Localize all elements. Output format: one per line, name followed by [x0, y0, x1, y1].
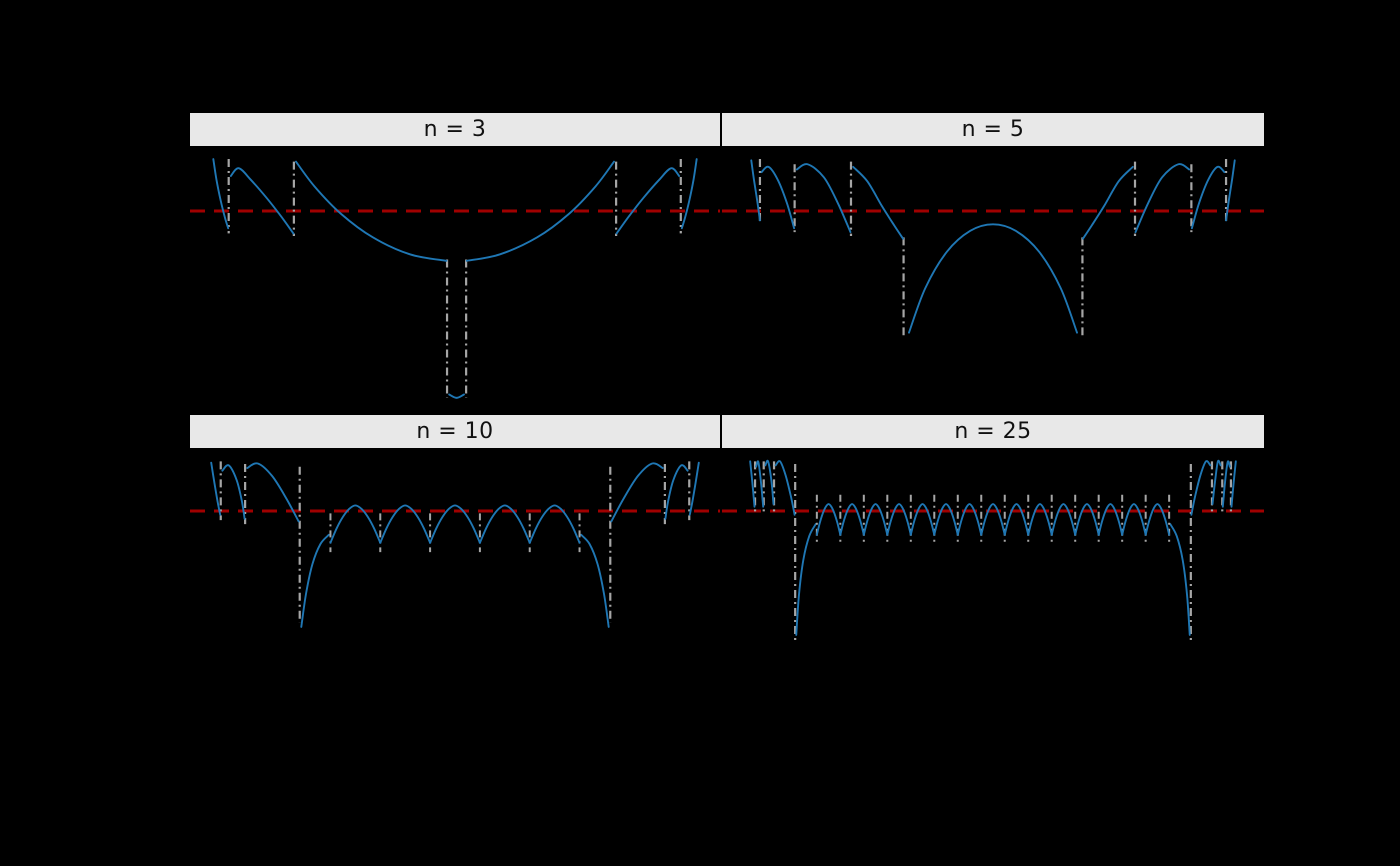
error-curve-segment	[755, 460, 765, 508]
error-curve-segment	[774, 460, 796, 516]
error-curve-segment	[528, 504, 581, 544]
error-curve-segment	[246, 462, 300, 523]
error-curve-segment	[212, 158, 230, 230]
error-curve-segment	[448, 393, 465, 399]
error-curve-segment	[229, 167, 295, 235]
error-curve-segment	[580, 533, 610, 628]
error-curve-segment	[933, 503, 959, 536]
facet-strip-n5: n = 5	[722, 113, 1264, 146]
facet-strip-label-n25: n = 25	[954, 419, 1032, 444]
facet-strip-label-n10: n = 10	[416, 419, 494, 444]
error-curve-segment	[795, 523, 817, 636]
error-curve-segment	[764, 459, 775, 506]
error-curve-segment	[1082, 165, 1134, 240]
error-curve-segment	[749, 460, 756, 508]
error-curve-segment	[839, 503, 865, 536]
error-curve-segment	[1003, 503, 1030, 536]
error-curve-segment	[1097, 503, 1124, 536]
error-curve-segment	[221, 464, 246, 520]
error-curve-segment	[295, 160, 448, 262]
error-curve-segment	[478, 504, 531, 544]
error-curve-segment	[329, 504, 382, 544]
facet-plot	[722, 459, 1264, 641]
error-curve-segment	[956, 503, 983, 536]
facet-plot	[722, 159, 1264, 336]
error-curve-segment	[300, 533, 330, 628]
error-curve-segment	[1027, 503, 1053, 536]
error-curve-segment	[862, 503, 889, 536]
error-curve-segment	[1211, 459, 1222, 506]
error-curve-segment	[664, 464, 689, 520]
facet-strip-n25: n = 25	[722, 415, 1264, 448]
error-curve-segment	[980, 503, 1006, 536]
facet-panel-n5	[722, 146, 1264, 407]
error-curve-segment	[1134, 163, 1191, 234]
error-curve-segment	[815, 503, 842, 536]
error-curve-segment	[1225, 159, 1236, 222]
error-curve-segment	[610, 462, 664, 523]
facet-strip-label-n3: n = 3	[423, 117, 487, 142]
facet-plot	[190, 461, 720, 628]
error-curve-segment	[1121, 503, 1147, 536]
error-curve-segment	[1074, 503, 1100, 536]
facet-panel-n25	[722, 448, 1264, 715]
error-curve-segment	[465, 160, 615, 262]
facet-panel-n3	[190, 146, 720, 407]
error-curve-segment	[1230, 460, 1237, 508]
error-curve-segment	[688, 461, 700, 516]
error-curve-segment	[429, 504, 481, 544]
facet-panel-n10	[190, 448, 720, 715]
error-curve-segment	[379, 504, 432, 544]
error-curve-segment	[1144, 503, 1171, 536]
error-curve-segment	[886, 503, 912, 536]
error-curve-segment	[795, 163, 852, 234]
error-curve-segment	[1050, 503, 1077, 536]
error-curve-segment	[1190, 460, 1212, 516]
facet-strip-label-n5: n = 5	[961, 117, 1025, 142]
error-curve-segment	[210, 461, 222, 516]
error-curve-segment	[1221, 460, 1231, 508]
error-curve-segment	[760, 165, 796, 230]
error-curve-segment	[852, 165, 904, 240]
error-curve-segment	[615, 167, 681, 235]
facet-plot	[190, 158, 720, 399]
error-curve-segment	[680, 158, 698, 230]
error-curve-segment	[1169, 523, 1191, 636]
facet-strip-n3: n = 3	[190, 113, 720, 146]
facet-strip-n10: n = 10	[190, 415, 720, 448]
error-curve-segment	[1190, 165, 1226, 230]
error-curve-segment	[908, 223, 1078, 334]
error-curve-segment	[909, 503, 936, 536]
error-curve-segment	[750, 159, 761, 222]
